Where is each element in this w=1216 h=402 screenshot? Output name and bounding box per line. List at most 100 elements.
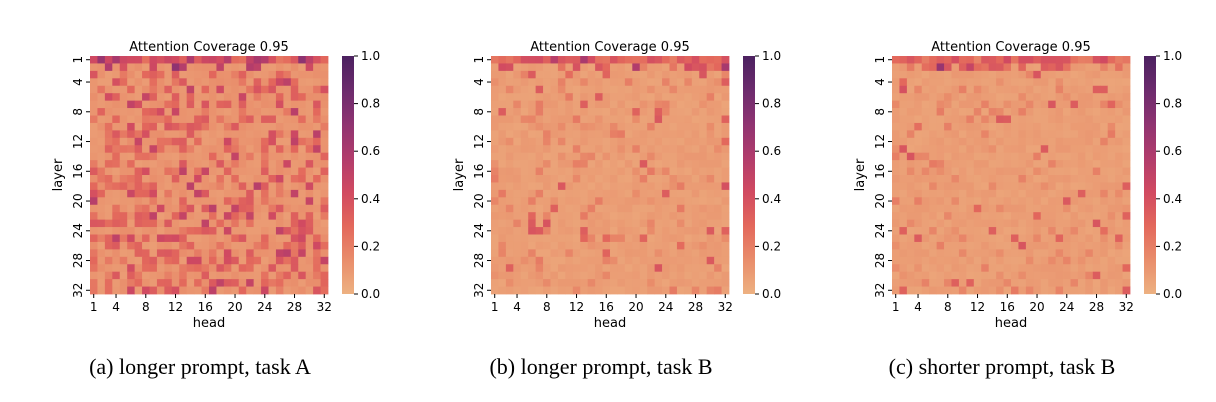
- heatmap-cell: [201, 115, 210, 124]
- heatmap-cell: [1048, 63, 1057, 72]
- heatmap-cell: [706, 70, 715, 79]
- heatmap-cell: [1100, 286, 1109, 295]
- heatmap-cell: [97, 100, 106, 109]
- heatmap-cell: [491, 197, 499, 206]
- heatmap-cell: [127, 78, 136, 87]
- heatmap-cell: [1003, 122, 1012, 131]
- heatmap-cell: [1100, 145, 1109, 154]
- heatmap-cell: [223, 182, 232, 191]
- heatmap-cell: [231, 212, 240, 221]
- heatmap-cell: [580, 70, 589, 79]
- heatmap-cell: [313, 115, 321, 124]
- heatmap-cell: [951, 241, 960, 250]
- heatmap-cell: [1085, 189, 1094, 198]
- heatmap-cell: [669, 286, 678, 295]
- heatmap-cell: [632, 249, 641, 258]
- heatmap-cell: [1048, 234, 1057, 243]
- heatmap-cell: [669, 160, 678, 168]
- heatmap-cell: [1025, 286, 1034, 295]
- heatmap-cell: [958, 137, 967, 146]
- heatmap-cell: [1011, 122, 1019, 131]
- heatmap-cell: [1011, 115, 1019, 124]
- heatmap-cell: [1018, 56, 1027, 64]
- heatmap-cell: [127, 256, 136, 265]
- heatmap-cell: [580, 189, 589, 198]
- heatmap-cell: [684, 234, 693, 243]
- heatmap-cell: [565, 227, 574, 235]
- heatmap-cell: [127, 241, 136, 250]
- heatmap-cell: [565, 108, 574, 116]
- heatmap-cell: [513, 271, 522, 280]
- heatmap-cell: [231, 189, 240, 198]
- heatmap-cell: [275, 182, 284, 191]
- heatmap-cell: [1070, 189, 1079, 198]
- heatmap-cell: [119, 160, 128, 168]
- heatmap-cell: [602, 85, 611, 94]
- heatmap-cell: [899, 145, 908, 154]
- heatmap-cell: [231, 256, 240, 265]
- heatmap-cell: [691, 271, 700, 280]
- heatmap-cell: [305, 227, 314, 235]
- heatmap-cell: [127, 108, 136, 116]
- heatmap-cell: [268, 160, 277, 168]
- heatmap-cell: [966, 85, 975, 94]
- heatmap-cell: [973, 219, 982, 228]
- heatmap-cell: [513, 108, 522, 116]
- heatmap-cell: [1092, 182, 1101, 191]
- heatmap-cell: [639, 167, 648, 176]
- heatmap-cell: [283, 85, 292, 94]
- heatmap-cell: [572, 286, 581, 295]
- heatmap-cell: [929, 122, 938, 131]
- heatmap-cell: [550, 204, 559, 213]
- heatmap-cell: [714, 63, 722, 72]
- heatmap-cell: [899, 286, 908, 295]
- heatmap-cell: [958, 256, 967, 265]
- heatmap-cell: [973, 167, 982, 176]
- heatmap-cell: [1018, 197, 1027, 206]
- heatmap-cell: [906, 145, 915, 154]
- heatmap-cell: [253, 160, 262, 168]
- heatmap-cell: [231, 93, 240, 102]
- heatmap-cell: [1085, 219, 1094, 228]
- heatmap-cell: [647, 264, 656, 273]
- heatmap-cell: [505, 219, 514, 228]
- heatmap-cell: [246, 212, 255, 221]
- heatmap-cell: [557, 264, 566, 273]
- heatmap-cell: [1092, 271, 1101, 280]
- heatmap-cell: [550, 227, 559, 235]
- heatmap-cell: [602, 204, 611, 213]
- heatmap-cell: [1122, 70, 1131, 79]
- heatmap-cell: [253, 212, 262, 221]
- heatmap-cell: [528, 197, 537, 206]
- heatmap-cell: [134, 219, 143, 228]
- heatmap-cell: [654, 219, 663, 228]
- heatmap-cell: [1040, 241, 1049, 250]
- heatmap-cell: [944, 234, 952, 243]
- heatmap-cell: [209, 249, 217, 258]
- heatmap-cell: [491, 137, 499, 146]
- heatmap-cell: [572, 145, 581, 154]
- heatmap-cell: [706, 93, 715, 102]
- heatmap-cell: [921, 212, 930, 221]
- heatmap-cell: [1107, 56, 1116, 64]
- heatmap-cell: [491, 78, 499, 87]
- heatmap-cell: [624, 160, 633, 168]
- heatmap-cell: [194, 167, 202, 176]
- heatmap-cell: [1033, 256, 1042, 265]
- heatmap-cell: [617, 130, 626, 139]
- heatmap-cell: [654, 189, 663, 198]
- heatmap-cell: [261, 279, 269, 287]
- heatmap-cell: [535, 56, 544, 64]
- heatmap-cell: [988, 182, 997, 191]
- heatmap-cell: [610, 256, 618, 265]
- heatmap-cell: [201, 167, 210, 176]
- heatmap-cell: [238, 271, 247, 280]
- heatmap-cell: [1085, 286, 1094, 295]
- heatmap-cell: [505, 279, 514, 287]
- heatmap-cell: [966, 212, 975, 221]
- heatmap-cell: [246, 204, 255, 213]
- heatmap-cell: [617, 70, 626, 79]
- heatmap-cell: [201, 137, 210, 146]
- heatmap-cell: [1100, 175, 1109, 183]
- heatmap-cell: [253, 130, 262, 139]
